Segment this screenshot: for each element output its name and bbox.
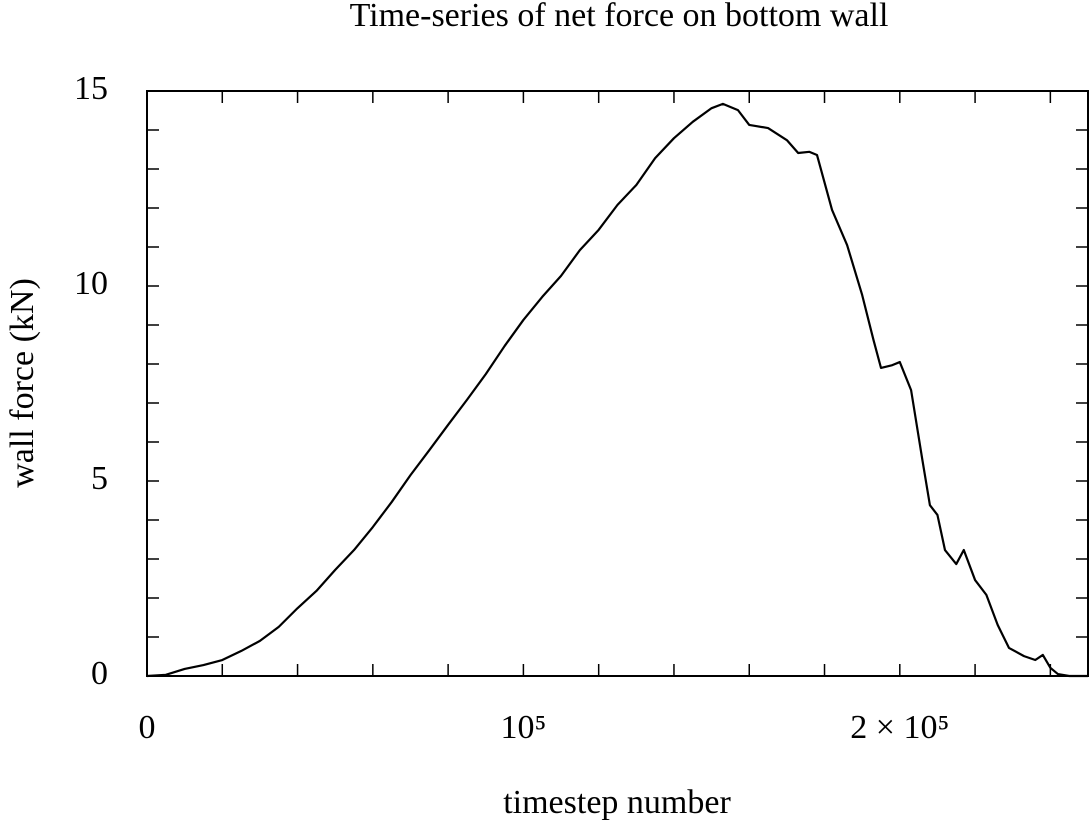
y-tick-label: 5 xyxy=(91,460,108,497)
x-tick-label: 10⁵ xyxy=(500,709,546,746)
x-axis-label: timestep number xyxy=(503,784,731,821)
y-tick-label: 15 xyxy=(74,70,108,107)
x-tick-label: 0 xyxy=(139,709,156,746)
y-tick-label: 10 xyxy=(74,265,108,302)
plot-frame xyxy=(146,90,1089,677)
x-tick-label: 2 × 10⁵ xyxy=(850,709,949,746)
y-tick-label: 0 xyxy=(91,655,108,692)
y-axis-label: wall force (kN) xyxy=(4,278,41,488)
chart-title: Time-series of net force on bottom wall xyxy=(350,0,889,34)
line-series xyxy=(146,102,1088,678)
